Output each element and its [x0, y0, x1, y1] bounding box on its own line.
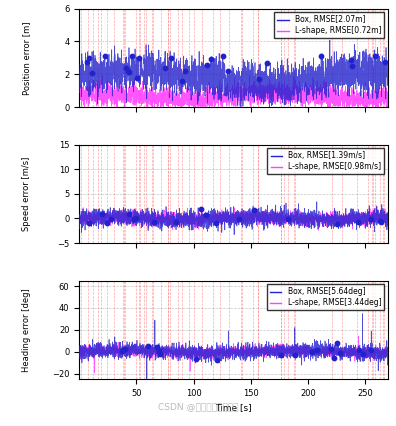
- Point: [136, 54, 142, 61]
- Point: [348, 57, 354, 63]
- Point: [133, 75, 140, 81]
- Point: [318, 53, 324, 60]
- Point: [86, 219, 92, 226]
- Point: [157, 351, 163, 358]
- Point: [213, 219, 220, 226]
- Point: [285, 216, 291, 222]
- Point: [126, 211, 132, 218]
- Point: [173, 218, 179, 225]
- Legend: Box, RMSE[5.64deg], L-shape, RMSE[3.44deg]: Box, RMSE[5.64deg], L-shape, RMSE[3.44de…: [267, 285, 384, 311]
- Point: [203, 212, 209, 219]
- Point: [225, 68, 231, 75]
- Legend: Box, RMSE[1.39m/s], L-shape, RMSE[0.98m/s]: Box, RMSE[1.39m/s], L-shape, RMSE[0.98m/…: [267, 148, 384, 174]
- Point: [121, 346, 127, 353]
- Point: [337, 350, 343, 357]
- Text: CSDN @森裘的算法工程师: CSDN @森裘的算法工程师: [158, 402, 238, 412]
- Point: [334, 221, 341, 227]
- Point: [129, 52, 135, 59]
- Point: [236, 216, 242, 223]
- Point: [154, 344, 160, 351]
- Point: [208, 55, 214, 62]
- Point: [89, 69, 96, 76]
- Y-axis label: Speed error [m/s]: Speed error [m/s]: [22, 157, 31, 231]
- Point: [308, 348, 315, 355]
- Point: [119, 347, 125, 354]
- Point: [122, 64, 129, 71]
- Point: [102, 52, 108, 59]
- Point: [182, 67, 188, 74]
- Point: [168, 55, 174, 62]
- Point: [99, 210, 106, 217]
- Point: [278, 352, 285, 359]
- Point: [367, 347, 374, 354]
- Point: [122, 346, 128, 353]
- Point: [145, 343, 151, 350]
- Point: [367, 216, 374, 223]
- Legend: Box, RMSE[2.07m], L-shape, RMSE[0.72m]: Box, RMSE[2.07m], L-shape, RMSE[0.72m]: [274, 12, 384, 38]
- Point: [251, 207, 257, 213]
- Point: [382, 59, 388, 66]
- Point: [360, 350, 367, 357]
- Point: [126, 69, 133, 76]
- Y-axis label: Position error [m]: Position error [m]: [22, 21, 31, 95]
- Point: [356, 346, 363, 353]
- Point: [150, 219, 157, 226]
- Point: [349, 63, 356, 69]
- Point: [378, 219, 385, 225]
- Point: [84, 58, 90, 65]
- Point: [192, 356, 199, 363]
- Point: [125, 67, 131, 74]
- Point: [330, 355, 337, 362]
- X-axis label: Time [s]: Time [s]: [215, 403, 252, 412]
- Point: [292, 352, 298, 359]
- Point: [104, 219, 110, 226]
- Point: [372, 52, 378, 59]
- Point: [328, 345, 335, 352]
- Point: [162, 64, 168, 71]
- Point: [133, 215, 139, 222]
- Point: [86, 55, 92, 61]
- Point: [263, 60, 270, 66]
- Point: [220, 53, 226, 60]
- Point: [214, 356, 221, 363]
- Point: [130, 215, 137, 222]
- Point: [256, 76, 263, 83]
- Point: [108, 216, 114, 223]
- Point: [156, 348, 162, 354]
- Point: [179, 78, 186, 85]
- Y-axis label: Heading error [deg]: Heading error [deg]: [22, 288, 31, 372]
- Point: [334, 340, 341, 347]
- Point: [377, 218, 383, 225]
- Point: [204, 62, 210, 69]
- Point: [198, 206, 205, 213]
- Point: [313, 347, 320, 354]
- Point: [354, 219, 361, 225]
